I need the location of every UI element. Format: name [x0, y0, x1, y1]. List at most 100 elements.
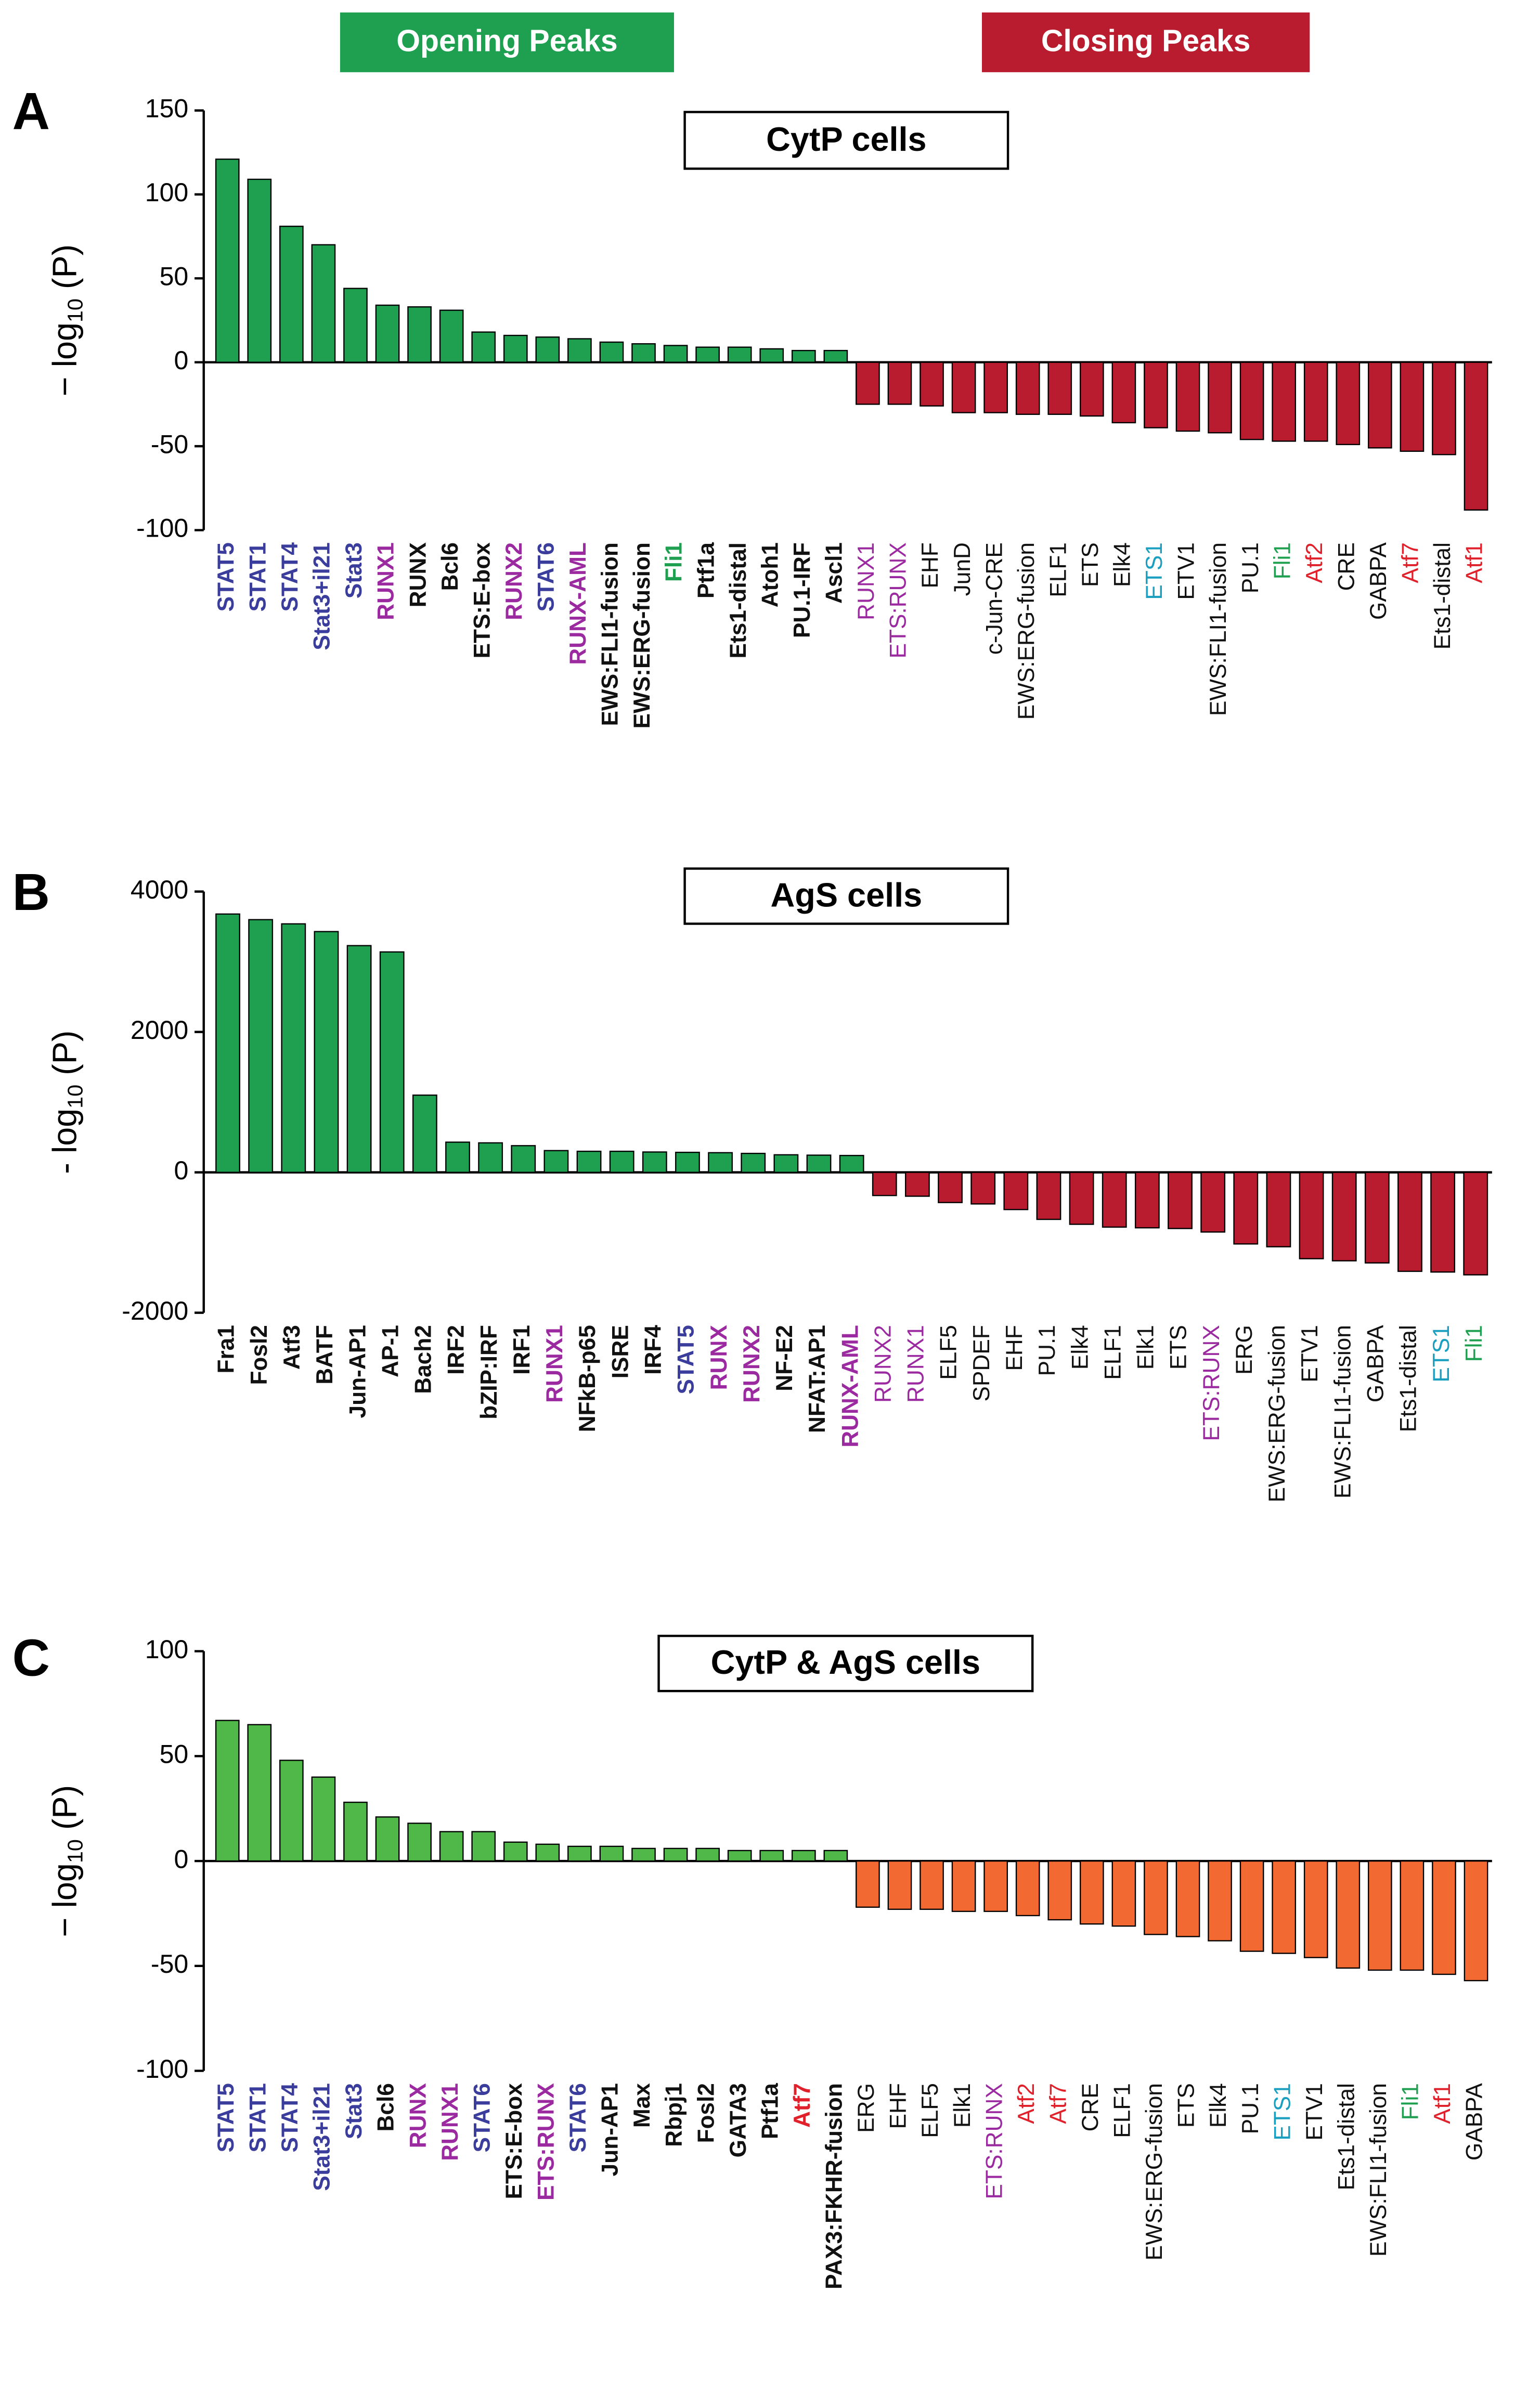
x-tick-label: Elk4	[1206, 2083, 1231, 2128]
y-tick-label: 150	[145, 94, 189, 123]
x-tick-label: RUNX1	[853, 542, 879, 620]
bar	[1432, 1860, 1456, 1975]
x-tick-label: ETV1	[1174, 542, 1199, 600]
bar	[1464, 361, 1488, 511]
bar	[675, 1151, 700, 1173]
x-tick-label: PU.1	[1034, 1325, 1060, 1376]
x-tick-label: Ptf1a	[693, 542, 719, 598]
bar	[1368, 361, 1392, 449]
x-tick-label: Atf7	[789, 2083, 815, 2128]
x-tick-label: ERG	[853, 2083, 879, 2133]
bar	[1364, 1172, 1390, 1264]
bar	[576, 1150, 602, 1173]
x-tick-label: Rbpj1	[662, 2083, 687, 2147]
bar	[951, 1860, 976, 1912]
bar	[1331, 1172, 1357, 1261]
bar	[503, 1841, 528, 1862]
x-tick-label: PU.1	[1238, 2083, 1263, 2134]
y-axis-label-part: 10	[63, 1085, 87, 1109]
y-axis-label: − log10 (P)	[46, 244, 87, 397]
legend-swatch	[340, 12, 674, 72]
bar	[727, 346, 752, 363]
bar	[1036, 1172, 1061, 1220]
y-tick-label: 0	[174, 346, 188, 375]
y-tick-label: -2000	[122, 1296, 188, 1325]
x-tick-label: ETS:RUNX	[981, 2083, 1007, 2199]
bar	[839, 1155, 864, 1173]
bar	[1272, 361, 1297, 442]
bar	[1200, 1172, 1226, 1233]
x-tick-label: RUNX	[706, 1325, 732, 1390]
x-tick-label: STAT6	[565, 2083, 591, 2152]
bar	[1336, 1860, 1361, 1969]
y-axis-label-part: - log	[46, 1109, 84, 1174]
x-tick-label: JunD	[950, 542, 975, 596]
x-tick-label: STAT5	[213, 2083, 239, 2152]
x-tick-label: Bach2	[411, 1325, 436, 1394]
x-tick-label: RUNX-AML	[837, 1325, 863, 1448]
bar	[983, 361, 1008, 413]
bar	[1208, 361, 1232, 434]
x-tick-label: EWS:ERG-fusion	[629, 542, 655, 728]
y-tick-label: 100	[145, 1635, 189, 1664]
x-tick-label: Atf3	[279, 1325, 305, 1370]
bar	[343, 1801, 368, 1862]
bar	[311, 1776, 336, 1862]
bar	[1047, 1860, 1072, 1921]
x-tick-label: GABPA	[1363, 1325, 1389, 1402]
bar	[215, 1720, 240, 1862]
x-tick-label: EWS:FLI1-fusion	[1330, 1325, 1355, 1499]
bar	[856, 1860, 880, 1908]
bar	[759, 1850, 784, 1862]
bar	[872, 1172, 897, 1196]
bar	[279, 1760, 304, 1862]
bar	[1144, 361, 1168, 428]
x-tick-label: bZIP:IRF	[476, 1325, 502, 1420]
bar	[1400, 1860, 1425, 1971]
title-box	[657, 1634, 1034, 1693]
x-tick-label: Jun-AP1	[598, 2083, 623, 2176]
bar	[970, 1172, 996, 1205]
title-box	[683, 867, 1009, 925]
bar	[791, 1850, 816, 1862]
bar	[631, 343, 656, 363]
bar	[905, 1172, 930, 1197]
x-tick-label: ETS:E-box	[501, 2083, 527, 2199]
x-tick-label: Ptf1a	[757, 2083, 783, 2139]
bar	[375, 1816, 400, 1862]
bar	[1336, 361, 1361, 446]
y-axis-label-part: − log	[46, 1863, 84, 1937]
x-tick-label: Elk1	[950, 2083, 975, 2128]
x-tick-label: Fosl2	[247, 1325, 272, 1385]
x-tick-label: RUNX	[405, 542, 431, 608]
bar	[1003, 1172, 1029, 1210]
bar	[920, 361, 944, 407]
bar	[1400, 361, 1425, 452]
x-tick-label: Ets1-distal	[726, 542, 751, 658]
x-tick-label: EWS:ERG-fusion	[1264, 1325, 1290, 1502]
x-tick-label: Atoh1	[757, 542, 783, 607]
bar	[695, 346, 720, 363]
y-axis-label-part: 10	[63, 298, 87, 322]
bar	[823, 1850, 848, 1862]
bar	[343, 288, 368, 363]
bar	[823, 349, 848, 363]
x-tick-label: CRE	[1078, 2083, 1103, 2131]
bar	[311, 244, 336, 363]
x-tick-label: Stat3	[341, 2083, 367, 2139]
x-tick-label: RUNX	[405, 2083, 431, 2149]
x-tick-label: Ets1-distal	[1333, 2083, 1359, 2190]
x-tick-label: EWS:FLI1-fusion	[598, 542, 623, 726]
x-tick-label: EHF	[917, 542, 943, 588]
x-tick-label: ETS	[1078, 542, 1103, 587]
bar	[379, 951, 405, 1173]
bar	[806, 1154, 832, 1173]
x-tick-label: ETS	[1166, 1325, 1192, 1370]
panel-letter: B	[12, 863, 50, 921]
bar	[773, 1154, 799, 1173]
bar	[567, 1845, 592, 1862]
bar	[1303, 1860, 1328, 1958]
bar	[511, 1145, 536, 1173]
